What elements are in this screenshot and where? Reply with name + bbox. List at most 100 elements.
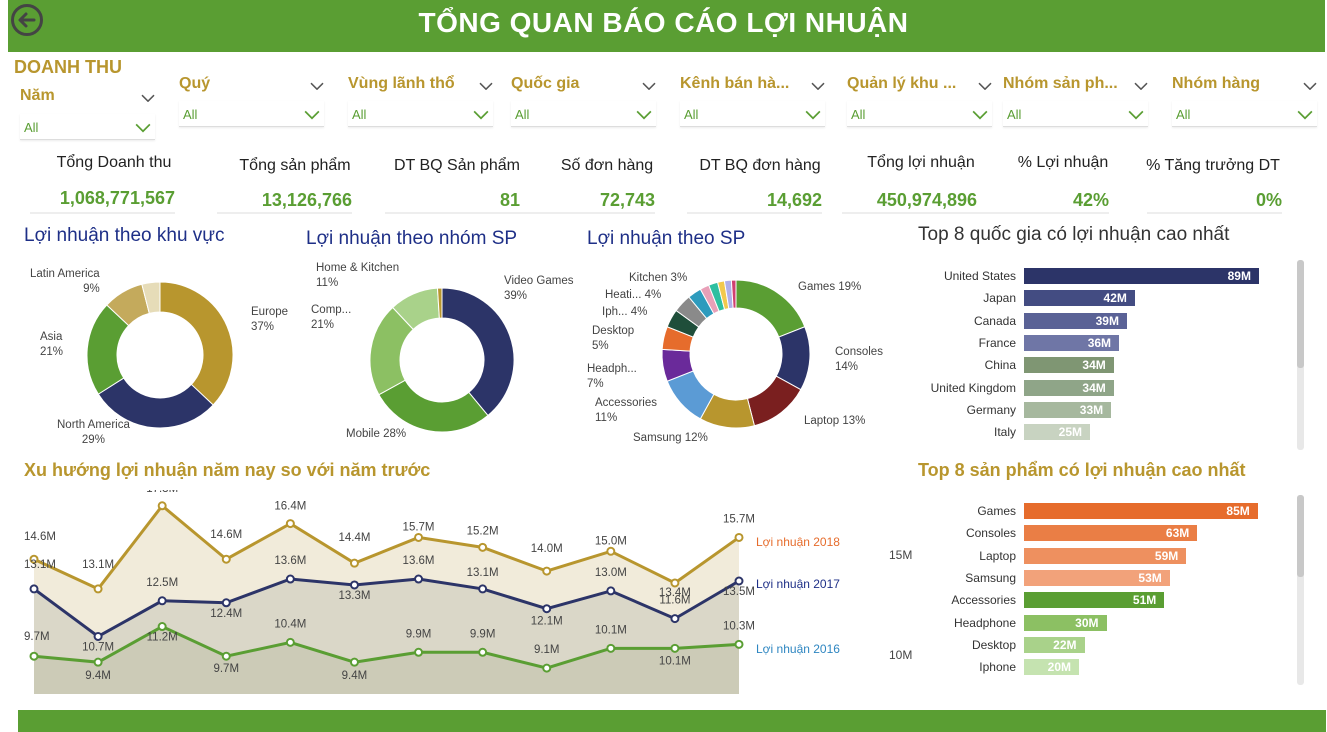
bar-category-label: Italy — [993, 425, 1016, 440]
bar[interactable]: 53M — [1024, 569, 1170, 586]
series-point[interactable] — [285, 519, 295, 529]
chevron-down-icon[interactable] — [479, 77, 493, 95]
bar[interactable]: 89M — [1024, 268, 1259, 284]
bar[interactable]: 59M — [1024, 547, 1187, 564]
series-point[interactable] — [734, 576, 744, 586]
series-line[interactable] — [33, 577, 740, 639]
filter-label: Vùng lãnh thổ — [348, 75, 455, 92]
bar[interactable]: 30M — [1024, 614, 1107, 631]
series-point[interactable] — [478, 647, 488, 657]
chevron-down-icon[interactable] — [1134, 77, 1148, 95]
donut-slice[interactable] — [735, 279, 806, 338]
filter-dropdown[interactable]: All — [680, 101, 825, 127]
point-label: 15.7M — [403, 521, 435, 533]
series-point[interactable] — [542, 604, 552, 614]
donut-slice[interactable] — [730, 279, 737, 309]
series-point[interactable] — [670, 578, 680, 588]
filter-value: All — [515, 107, 530, 122]
kpi-label: DT BQ đơn hàng — [699, 157, 821, 174]
series-point[interactable] — [93, 631, 103, 641]
bar[interactable]: 22M — [1024, 636, 1085, 653]
bar[interactable]: 34M — [1024, 357, 1114, 374]
series-point[interactable] — [157, 501, 167, 511]
chevron-down-icon[interactable] — [811, 77, 825, 95]
series-point[interactable] — [221, 651, 231, 661]
series-point[interactable] — [93, 657, 103, 667]
series-point[interactable] — [542, 663, 552, 673]
chevron-down-icon[interactable] — [141, 89, 155, 107]
chevron-down-icon[interactable] — [473, 107, 489, 125]
chevron-down-icon[interactable] — [304, 107, 320, 125]
series-point[interactable] — [349, 580, 359, 590]
series-point[interactable] — [221, 554, 231, 564]
series-point[interactable] — [349, 657, 359, 667]
series-point[interactable] — [478, 542, 488, 552]
bar[interactable]: 39M — [1024, 312, 1127, 329]
series-point[interactable] — [221, 598, 231, 608]
chevron-down-icon[interactable] — [135, 120, 151, 138]
chevron-down-icon[interactable] — [310, 77, 324, 95]
chevron-down-icon[interactable] — [805, 107, 821, 125]
chevron-down-icon[interactable] — [636, 107, 652, 125]
donut-slice[interactable] — [378, 379, 489, 433]
series-point[interactable] — [478, 584, 488, 594]
bar[interactable]: 33M — [1024, 401, 1112, 418]
chevron-down-icon[interactable] — [1297, 107, 1313, 125]
series-point[interactable] — [285, 574, 295, 584]
series-point[interactable] — [285, 637, 295, 647]
bar[interactable]: 85M — [1024, 503, 1258, 519]
chevron-down-icon[interactable] — [1303, 77, 1317, 95]
bar[interactable]: 25M — [1024, 424, 1090, 441]
filter-dropdown[interactable]: All — [1003, 101, 1148, 127]
series-point[interactable] — [734, 532, 744, 542]
series-point[interactable] — [414, 574, 424, 584]
donut-slice[interactable] — [436, 287, 443, 319]
filter-dropdown[interactable]: All — [179, 101, 324, 127]
series-point[interactable] — [93, 584, 103, 594]
series-point[interactable] — [29, 554, 39, 564]
bar[interactable]: 51M — [1024, 592, 1165, 609]
series-point[interactable] — [157, 596, 167, 606]
point-label: 12.5M — [146, 577, 178, 589]
bar[interactable]: 36M — [1024, 334, 1120, 351]
scrollbar-top-product[interactable] — [1297, 495, 1304, 685]
chevron-down-icon[interactable] — [978, 77, 992, 95]
series-point[interactable] — [542, 566, 552, 576]
series-point[interactable] — [414, 647, 424, 657]
donut-slice[interactable] — [141, 281, 161, 314]
chevron-down-icon[interactable] — [642, 77, 656, 95]
bar[interactable]: 34M — [1024, 379, 1114, 396]
series-point[interactable] — [670, 614, 680, 624]
filter-dropdown[interactable]: All — [20, 114, 155, 140]
bar-value-label: 34M — [1082, 358, 1106, 373]
series-point[interactable] — [606, 643, 616, 653]
series-point[interactable] — [606, 546, 616, 556]
donut-label-name: Kitchen 3% — [629, 272, 688, 284]
series-point[interactable] — [606, 586, 616, 596]
series-point[interactable] — [157, 622, 167, 632]
series-point[interactable] — [734, 639, 744, 649]
bar[interactable]: 20M — [1024, 659, 1079, 676]
series-point[interactable] — [670, 643, 680, 653]
kpi-card: DT BQ Sản phẩm — [377, 157, 537, 175]
kpi-value: 72,743 — [599, 190, 655, 210]
series-line[interactable] — [33, 624, 740, 670]
filter-dropdown[interactable]: All — [511, 101, 656, 127]
series-line[interactable] — [33, 503, 740, 591]
donut-slice[interactable] — [441, 287, 515, 417]
chevron-down-icon[interactable] — [1128, 107, 1144, 125]
filter-dropdown[interactable]: All — [1172, 101, 1317, 127]
scrollbar-top-country[interactable] — [1297, 260, 1304, 450]
series-point[interactable] — [414, 532, 424, 542]
bar[interactable]: 63M — [1024, 525, 1198, 542]
arrow-left-circle-icon[interactable] — [10, 3, 44, 37]
chevron-down-icon[interactable] — [972, 107, 988, 125]
series-point[interactable] — [29, 584, 39, 594]
series-point[interactable] — [349, 558, 359, 568]
bar[interactable]: 42M — [1024, 290, 1135, 307]
filter-dropdown[interactable]: All — [348, 101, 493, 127]
series-point[interactable] — [29, 651, 39, 661]
donut-label-name: Europe — [251, 306, 289, 318]
filter-dropdown[interactable]: All — [847, 101, 992, 127]
donut-slice[interactable] — [159, 281, 234, 406]
